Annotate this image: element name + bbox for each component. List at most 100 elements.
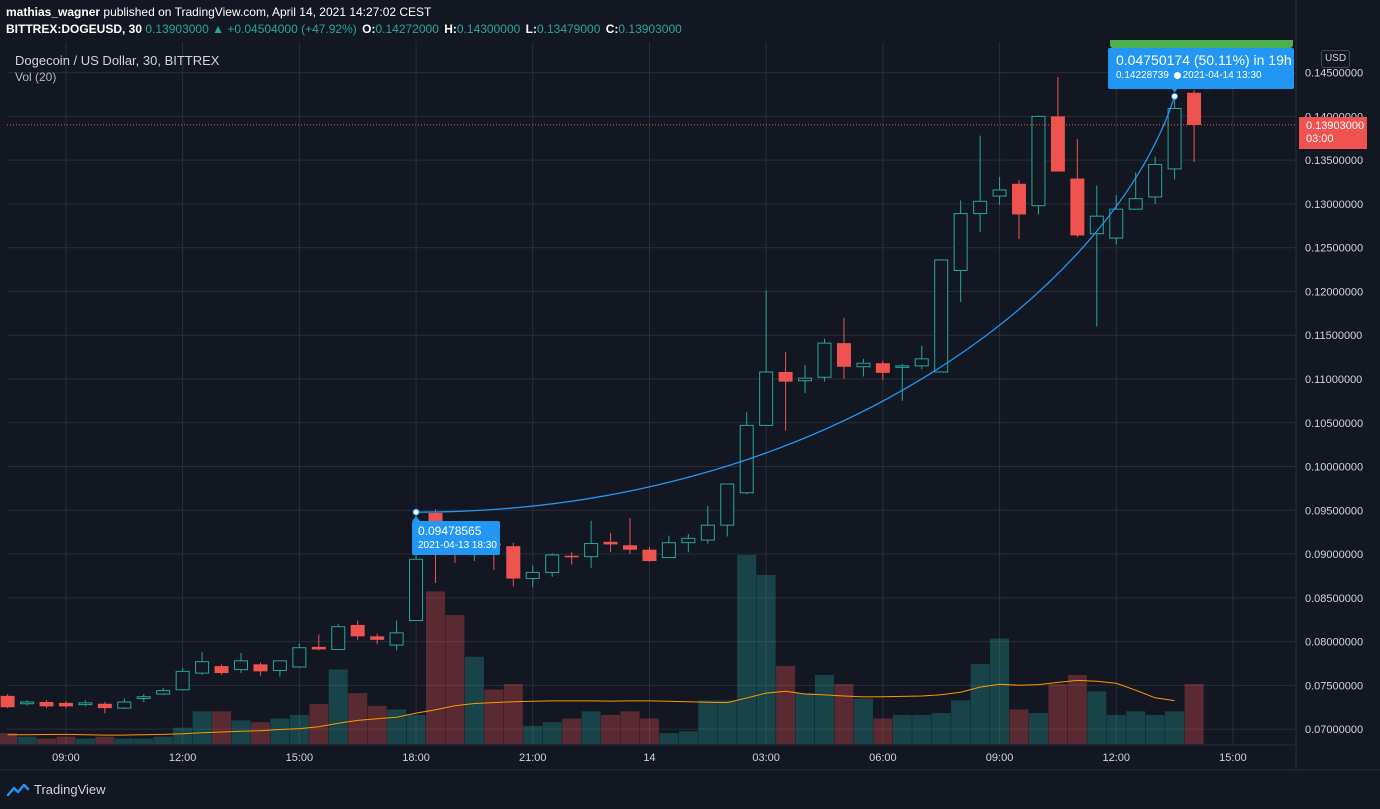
volume-bar — [873, 718, 893, 744]
candle-body — [234, 660, 248, 671]
volume-bar — [737, 555, 757, 744]
h-label: H: — [444, 22, 457, 36]
candle-body — [1012, 183, 1026, 215]
x-tick-label: 06:00 — [869, 752, 897, 764]
volume-bar — [1009, 709, 1029, 744]
volume-bar — [289, 714, 309, 744]
candle-body — [117, 701, 132, 709]
candle-body — [681, 537, 696, 544]
candle-body — [20, 701, 35, 705]
y-tick-label: 0.14500000 — [1305, 68, 1363, 80]
start-label-pointer — [412, 516, 421, 522]
volume-bar — [37, 738, 56, 744]
o-label: O: — [362, 22, 376, 36]
l-value: 0.13479000 — [536, 22, 601, 36]
volume-bar — [1184, 684, 1204, 744]
volume-bar — [1106, 714, 1126, 744]
volume-bar — [484, 689, 504, 744]
candle-body — [525, 571, 540, 580]
y-tick-label: 0.09500000 — [1305, 505, 1363, 517]
x-tick-label: 09:00 — [52, 752, 80, 764]
end-point-label[interactable]: 0.04750174 (50.11%) in 19h 0.14228739 20… — [1108, 48, 1294, 89]
candle-body — [992, 189, 1007, 197]
candle-body — [973, 200, 988, 215]
x-tick-label: 09:00 — [986, 752, 1014, 764]
y-tick-label: 0.08000000 — [1305, 637, 1363, 649]
last-price-value: 0.13903000 — [1306, 120, 1365, 132]
volume-bar — [56, 736, 76, 744]
last-price-label: 0.13903000 03:00 — [1299, 117, 1367, 149]
volume-bar — [1087, 691, 1107, 744]
y-tick-label: 0.11500000 — [1305, 330, 1362, 342]
end-value: 0.14228739 — [1116, 70, 1169, 81]
volume-bar — [601, 714, 621, 744]
candle-body — [1167, 108, 1182, 170]
candle-body — [311, 646, 326, 650]
candle-body — [953, 213, 968, 271]
publish-line: mathias_wagner published on TradingView.… — [6, 5, 431, 19]
candle-body — [1050, 116, 1065, 172]
volume-bar — [678, 731, 698, 744]
volume-bar — [1048, 684, 1068, 744]
candle-body — [214, 666, 229, 674]
y-tick-label: 0.13500000 — [1305, 155, 1363, 167]
volume-bar — [114, 738, 134, 744]
volume-bar — [367, 705, 387, 744]
ohlc-line: BITTREX:DOGEUSD, 30 0.13903000 ▲ +0.0450… — [6, 22, 682, 36]
candle-body — [272, 660, 287, 671]
start-date: 2021-04-13 18:30 — [418, 540, 497, 551]
bar-countdown: 03:00 — [1306, 133, 1334, 145]
volume-bar — [756, 574, 776, 744]
end-date: 2021-04-14 13:30 — [1182, 70, 1262, 81]
volume-bar — [834, 684, 854, 744]
start-point-label[interactable]: 0.09478565 2021-04-13 18:30 — [412, 521, 500, 555]
volume-bar — [387, 709, 407, 744]
candle-body — [1187, 92, 1202, 125]
volume-bar — [639, 718, 659, 744]
y-tick-label: 0.13000000 — [1305, 199, 1363, 211]
volume-bar — [134, 738, 154, 744]
h-value: 0.14300000 — [456, 22, 521, 36]
volume-bar — [95, 736, 115, 744]
published-text: published on TradingView.com, April 14, … — [103, 5, 432, 19]
volume-ma-line — [7, 679, 1175, 736]
arc-start-point — [412, 508, 420, 516]
volume-bar — [795, 693, 815, 744]
currency-button[interactable]: USD — [1321, 50, 1350, 68]
volume-bar — [192, 711, 212, 744]
volume-bar — [212, 711, 232, 744]
volume-bar — [1145, 714, 1165, 744]
tradingview-logo-icon — [6, 783, 30, 796]
candle-body — [836, 343, 851, 367]
volume-bar — [698, 700, 718, 744]
volume-legend[interactable]: Vol (20) — [15, 70, 57, 84]
candle-body — [817, 342, 832, 378]
volume-bar — [17, 736, 37, 744]
y-tick-label: 0.12000000 — [1305, 286, 1363, 298]
candle-body — [564, 555, 579, 558]
candle-body — [292, 647, 307, 668]
y-tick-label: 0.10000000 — [1305, 462, 1363, 474]
volume-bar — [542, 722, 562, 744]
tradingview-brand[interactable]: TradingView — [6, 782, 106, 797]
candle-body — [136, 696, 151, 699]
chart-legend-title[interactable]: Dogecoin / US Dollar, 30, BITTREX — [15, 53, 220, 68]
volume-bar — [250, 722, 270, 744]
y-tick-label: 0.12500000 — [1305, 243, 1363, 255]
candle-body — [39, 701, 54, 707]
candle-body — [350, 624, 365, 637]
projection-tag — [1110, 40, 1293, 48]
candle-body — [1148, 164, 1163, 198]
arc-end-point — [1171, 92, 1179, 100]
candle-body — [0, 695, 15, 708]
candle-body — [934, 259, 949, 373]
volume-bar — [1165, 711, 1185, 744]
volume-bar — [75, 738, 95, 744]
volume-bar — [892, 714, 912, 744]
c-value: 0.13903000 — [618, 22, 682, 36]
x-tick-label: 15:00 — [1219, 752, 1247, 764]
clock-icon — [1173, 72, 1181, 79]
candle-body — [895, 365, 910, 368]
end-detail: 0.14228739 2021-04-14 13:30 — [1108, 68, 1294, 81]
